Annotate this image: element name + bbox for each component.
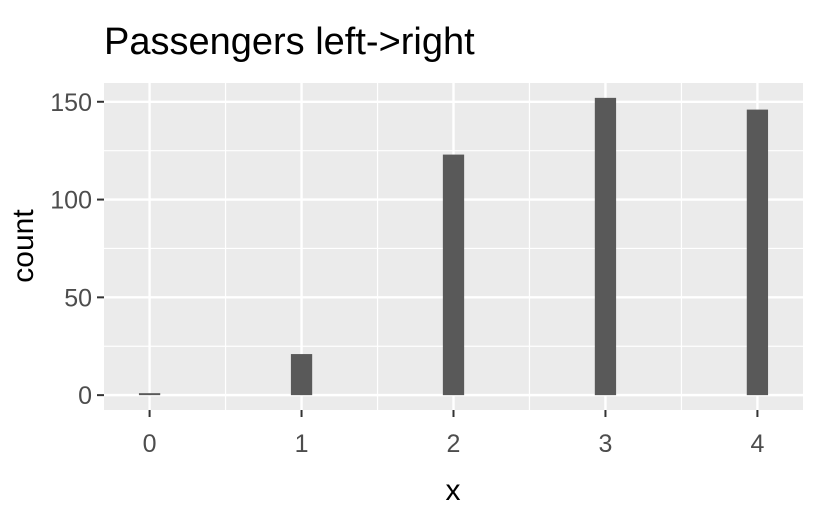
- x-tick-label: 1: [295, 430, 309, 458]
- x-axis-title: x: [446, 474, 461, 507]
- y-tick-label: 150: [50, 89, 92, 117]
- bar-1: [290, 354, 313, 396]
- chart-title: Passengers left->right: [104, 21, 475, 63]
- bar-4: [746, 109, 769, 396]
- bar-0: [138, 393, 161, 396]
- y-tick-label: 100: [50, 187, 92, 215]
- x-tick-label: 0: [143, 430, 157, 458]
- y-tick-label: 50: [64, 284, 92, 312]
- bar-2: [442, 154, 465, 396]
- y-axis-title: count: [7, 209, 40, 283]
- bars: [138, 97, 769, 396]
- y-tick-label: 0: [78, 382, 92, 410]
- bar-3: [594, 97, 617, 396]
- x-tick-label: 2: [447, 430, 461, 458]
- x-tick-label: 4: [750, 430, 764, 458]
- y-axis: 0 50 100 150: [50, 89, 104, 410]
- x-tick-label: 3: [599, 430, 613, 458]
- x-axis: 0 1 2 3 4: [143, 410, 764, 458]
